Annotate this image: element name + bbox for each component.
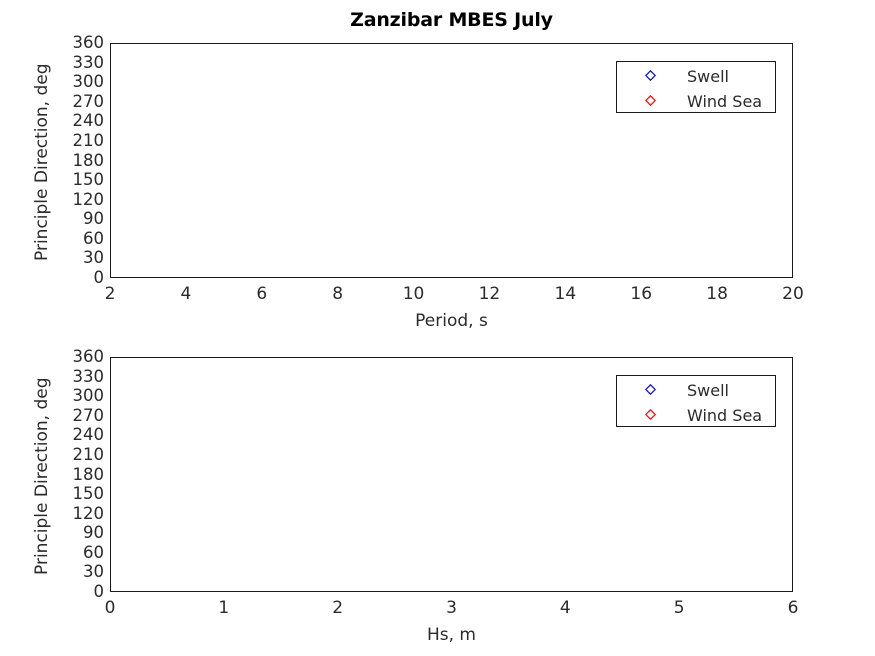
y-tick-label: 90 — [83, 523, 104, 543]
x-tick-label: 20 — [782, 284, 804, 304]
x-tick-label: 6 — [256, 284, 268, 304]
y-tick-label: 150 — [72, 170, 105, 190]
legend-item-swell-top[interactable]: Swell — [617, 63, 775, 88]
legend-item-swell-bottom[interactable]: Swell — [617, 377, 775, 402]
y-tick-label: 0 — [93, 268, 105, 287]
x-tick-label: 4 — [180, 284, 192, 304]
x-tick-label: 14 — [554, 284, 577, 304]
y-tick-label: 60 — [83, 542, 104, 562]
legend-label-swell-bottom: Swell — [687, 381, 729, 400]
x-tick-label: 16 — [630, 284, 653, 304]
x-tick-label: 18 — [706, 284, 728, 304]
diamond-icon — [645, 95, 656, 106]
y-tick-label: 360 — [72, 347, 105, 366]
x-tick-label: 6 — [787, 598, 799, 618]
y-tick-label: 120 — [72, 189, 105, 209]
y-tick-label: 150 — [72, 484, 105, 504]
y-tick-label: 270 — [72, 91, 105, 111]
y-tick-label: 180 — [72, 464, 105, 484]
legend-top[interactable]: Swell Wind Sea — [616, 61, 776, 113]
y-tick-label: 180 — [72, 150, 105, 170]
x-tick-label: 12 — [478, 284, 501, 304]
y-tick-label: 0 — [93, 582, 105, 601]
y-tick-label: 330 — [72, 366, 105, 386]
x-tick-label: 1 — [218, 598, 230, 618]
y-tick-label: 240 — [72, 425, 105, 445]
legend-label-wind-sea-top: Wind Sea — [687, 92, 763, 111]
y-tick-label: 90 — [83, 209, 104, 229]
legend-item-wind-sea-bottom[interactable]: Wind Sea — [617, 402, 775, 427]
y-tick-label: 300 — [72, 386, 105, 406]
y-tick-label: 270 — [72, 405, 105, 425]
legend-label-swell-top: Swell — [687, 67, 729, 86]
diamond-icon — [645, 70, 656, 81]
x-tick-label: 4 — [559, 598, 571, 618]
y-tick-label: 120 — [72, 503, 105, 523]
x-tick-label: 10 — [402, 284, 425, 304]
y-tick-label: 210 — [72, 444, 105, 464]
x-axis-label-top: Period, s — [415, 311, 488, 331]
legend-label-wind-sea-bottom: Wind Sea — [687, 406, 763, 425]
y-tick-label: 210 — [72, 130, 105, 150]
y-tick-label: 300 — [72, 72, 105, 92]
y-tick-label: 30 — [83, 248, 104, 268]
x-axis-label-bottom: Hs, m — [426, 625, 476, 645]
diamond-icon — [645, 409, 656, 420]
y-tick-label: 30 — [83, 562, 104, 582]
y-tick-label: 240 — [72, 111, 105, 131]
x-tick-label: 3 — [446, 598, 457, 618]
x-tick-label: 5 — [673, 598, 685, 618]
x-tick-label: 8 — [332, 284, 344, 304]
y-tick-label: 330 — [72, 52, 105, 72]
x-tick-label: 2 — [332, 598, 344, 618]
x-tick-label: 2 — [104, 284, 116, 304]
y-tick-label: 360 — [72, 33, 105, 52]
diamond-icon — [645, 384, 656, 395]
axes-frame-bottom — [110, 357, 793, 592]
legend-bottom[interactable]: Swell Wind Sea — [616, 375, 776, 427]
y-tick-label: 60 — [83, 228, 104, 248]
x-tick-label: 0 — [104, 598, 116, 618]
legend-item-wind-sea-top[interactable]: Wind Sea — [617, 88, 775, 113]
page-title: Zanzibar MBES July — [350, 9, 553, 31]
